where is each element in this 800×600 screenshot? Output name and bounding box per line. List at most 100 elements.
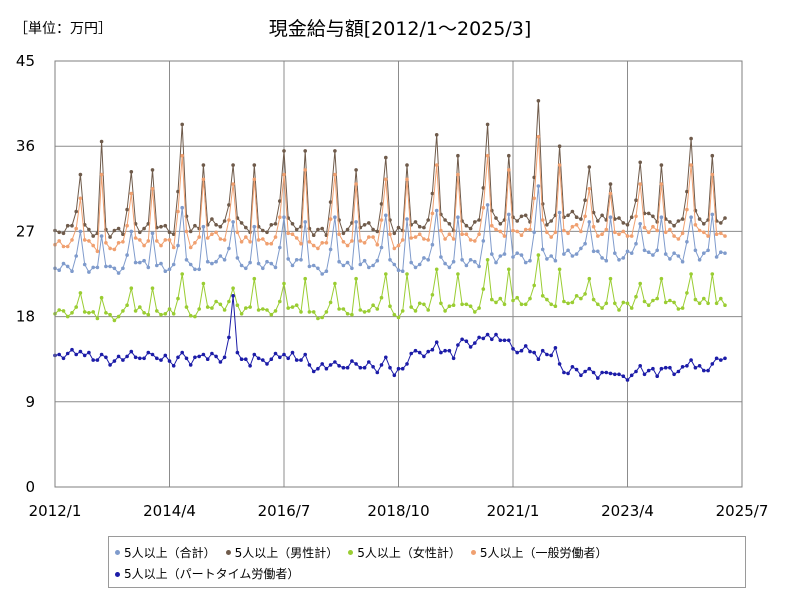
data-point [481, 287, 486, 291]
data-point [108, 246, 112, 251]
data-point [562, 299, 566, 304]
data-point [74, 305, 78, 309]
data-point [239, 221, 244, 225]
data-point [485, 332, 490, 337]
y-tick-label: 0 [25, 478, 35, 496]
data-point [371, 227, 375, 232]
data-point [150, 286, 155, 291]
data-point [494, 300, 498, 305]
data-point [171, 364, 176, 368]
data-point [536, 357, 541, 362]
data-point [545, 230, 549, 235]
data-point [672, 251, 676, 255]
data-point [693, 297, 698, 302]
data-point [646, 368, 651, 373]
data-point [557, 210, 562, 215]
series-lines [53, 99, 727, 382]
data-point [286, 231, 291, 236]
data-point [719, 358, 723, 362]
data-point [422, 256, 426, 260]
data-point [282, 352, 286, 357]
data-point [464, 302, 469, 307]
data-point [112, 228, 117, 233]
data-point [163, 353, 168, 358]
data-point [379, 218, 384, 222]
data-point [218, 302, 223, 307]
data-point [714, 356, 719, 361]
data-point [299, 241, 303, 246]
data-point [579, 217, 583, 221]
data-point [324, 310, 329, 314]
data-point [125, 253, 129, 257]
data-point [668, 298, 672, 303]
data-point [205, 259, 210, 264]
data-point [422, 354, 426, 359]
data-point [672, 223, 676, 228]
data-point [129, 229, 134, 234]
data-point [142, 258, 146, 263]
series-3 [53, 134, 727, 254]
legend-item: 5人以上（合計） [115, 543, 216, 563]
data-point [248, 260, 252, 265]
data-point [261, 358, 265, 362]
data-point [362, 241, 367, 245]
data-point [498, 254, 503, 258]
chart-title: 現金給与額[2012/1～2025/3] [268, 18, 532, 40]
data-point [625, 234, 630, 238]
data-point [108, 264, 112, 269]
data-point [587, 366, 592, 371]
data-point [659, 366, 664, 371]
data-point [608, 182, 613, 186]
data-point [536, 253, 541, 257]
data-point [57, 239, 61, 243]
data-point [61, 309, 66, 313]
data-point [70, 347, 74, 352]
data-point [104, 264, 108, 269]
data-point [646, 250, 651, 254]
data-point [477, 306, 481, 310]
data-point [723, 356, 727, 361]
data-point [392, 373, 397, 378]
data-point [646, 230, 651, 235]
data-point [702, 230, 706, 235]
data-point [528, 227, 532, 232]
data-point [70, 269, 74, 274]
data-point [485, 122, 490, 127]
data-point [659, 182, 664, 186]
data-point [638, 222, 642, 226]
data-point [159, 261, 163, 266]
data-point [261, 307, 265, 311]
data-point [557, 144, 562, 148]
data-point [549, 235, 553, 239]
data-point [341, 307, 346, 311]
data-point [413, 309, 418, 313]
x-tick-label: 2014/4 [143, 502, 196, 520]
data-point [587, 165, 592, 169]
data-point [95, 265, 100, 270]
data-point [248, 240, 252, 244]
data-point [519, 253, 524, 257]
data-point [379, 295, 384, 300]
data-point [553, 258, 558, 263]
data-point [375, 370, 380, 375]
data-point [663, 300, 668, 305]
data-point [400, 366, 405, 371]
data-point [562, 252, 566, 256]
data-point [184, 356, 189, 361]
data-point [371, 303, 375, 308]
data-point [384, 177, 388, 182]
data-point [498, 338, 503, 343]
data-point [540, 218, 545, 222]
data-point [227, 203, 231, 207]
data-point [384, 272, 388, 276]
data-point [638, 182, 642, 186]
data-point [528, 349, 532, 354]
data-point [490, 252, 494, 256]
data-point [460, 302, 464, 307]
data-point [176, 209, 180, 214]
data-point [409, 305, 414, 309]
data-point [57, 230, 61, 235]
data-point [460, 258, 464, 262]
data-point [719, 296, 723, 301]
data-point [345, 312, 350, 316]
